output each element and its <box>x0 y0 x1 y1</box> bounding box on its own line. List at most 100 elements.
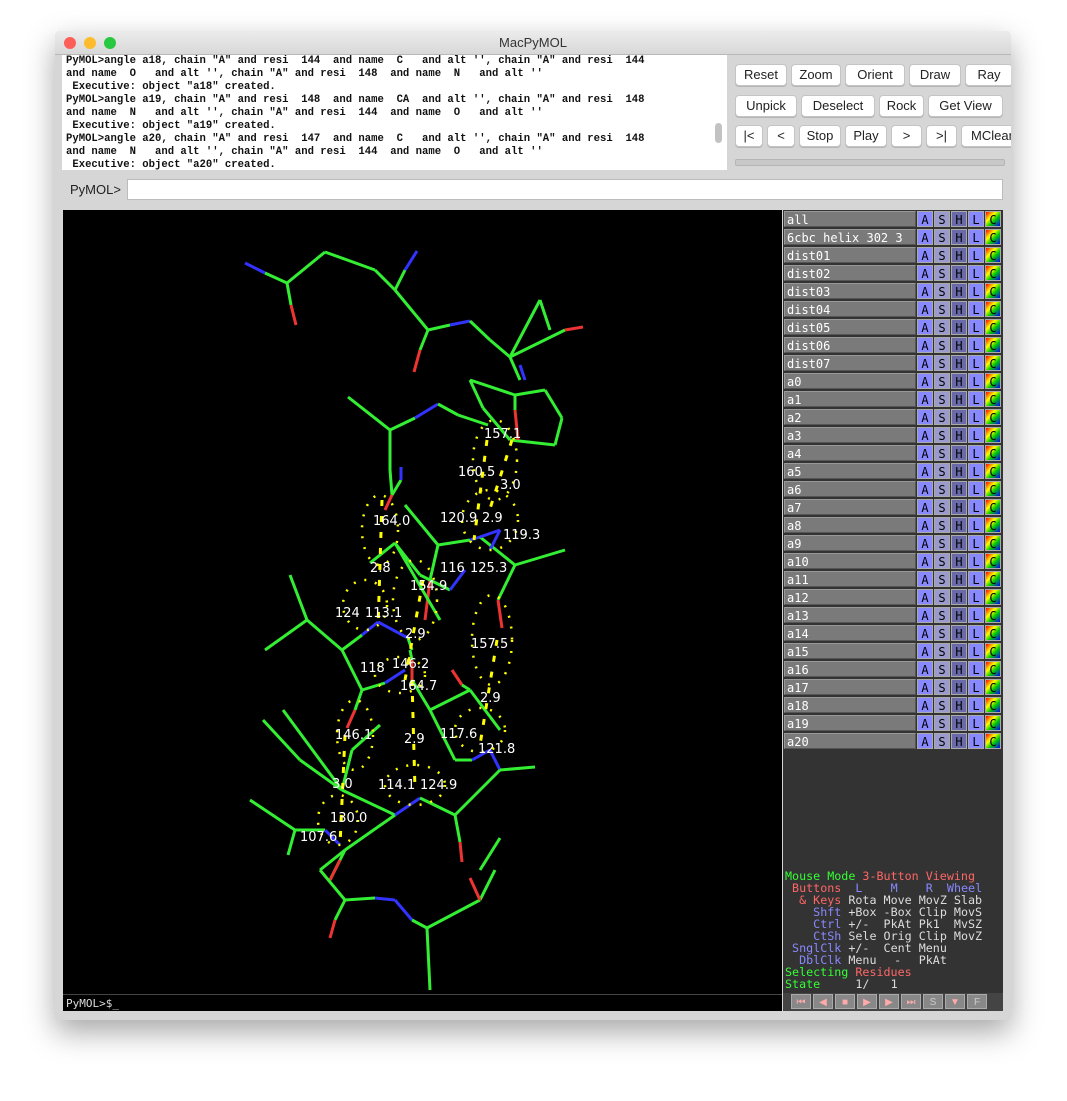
object-name[interactable]: a19 <box>784 715 916 731</box>
object-c-button[interactable]: C <box>985 553 1001 569</box>
button-get-view[interactable]: Get View <box>928 95 1003 117</box>
object-l-button[interactable]: L <box>968 391 984 407</box>
object-a-button[interactable]: A <box>917 733 933 749</box>
object-c-button[interactable]: C <box>985 409 1001 425</box>
object-h-button[interactable]: H <box>951 427 967 443</box>
object-name[interactable]: a2 <box>784 409 916 425</box>
button-deselect[interactable]: Deselect <box>801 95 875 117</box>
object-c-button[interactable]: C <box>985 679 1001 695</box>
object-name[interactable]: a4 <box>784 445 916 461</box>
player-f-button[interactable]: F <box>967 994 987 1009</box>
object-a-button[interactable]: A <box>917 643 933 659</box>
object-s-button[interactable]: S <box>934 589 950 605</box>
object-c-button[interactable]: C <box>985 301 1001 317</box>
object-a-button[interactable]: A <box>917 535 933 551</box>
object-a-button[interactable]: A <box>917 499 933 515</box>
object-l-button[interactable]: L <box>968 247 984 263</box>
object-s-button[interactable]: S <box>934 607 950 623</box>
button-play[interactable]: Play <box>845 125 887 147</box>
object-name[interactable]: a15 <box>784 643 916 659</box>
object-c-button[interactable]: C <box>985 391 1001 407</box>
object-s-button[interactable]: S <box>934 679 950 695</box>
object-l-button[interactable]: L <box>968 733 984 749</box>
object-l-button[interactable]: L <box>968 463 984 479</box>
object-name[interactable]: a0 <box>784 373 916 389</box>
object-c-button[interactable]: C <box>985 535 1001 551</box>
object-name[interactable]: a17 <box>784 679 916 695</box>
object-a-button[interactable]: A <box>917 211 933 227</box>
object-a-button[interactable]: A <box>917 373 933 389</box>
object-c-button[interactable]: C <box>985 247 1001 263</box>
object-a-button[interactable]: A <box>917 589 933 605</box>
object-h-button[interactable]: H <box>951 535 967 551</box>
object-a-button[interactable]: A <box>917 337 933 353</box>
object-l-button[interactable]: L <box>968 589 984 605</box>
object-name[interactable]: a14 <box>784 625 916 641</box>
object-name[interactable]: all <box>784 211 916 227</box>
object-c-button[interactable]: C <box>985 643 1001 659</box>
object-s-button[interactable]: S <box>934 715 950 731</box>
command-input[interactable] <box>127 179 1003 200</box>
object-h-button[interactable]: H <box>951 553 967 569</box>
object-name[interactable]: a3 <box>784 427 916 443</box>
button-stop[interactable]: Stop <box>799 125 841 147</box>
object-l-button[interactable]: L <box>968 427 984 443</box>
object-c-button[interactable]: C <box>985 211 1001 227</box>
player-last-button[interactable]: ⏭ <box>901 994 921 1009</box>
object-s-button[interactable]: S <box>934 697 950 713</box>
object-a-button[interactable]: A <box>917 427 933 443</box>
object-h-button[interactable]: H <box>951 733 967 749</box>
last-frame-button[interactable]: >| <box>926 125 957 147</box>
object-l-button[interactable]: L <box>968 283 984 299</box>
object-s-button[interactable]: S <box>934 355 950 371</box>
player-first-button[interactable]: ⏮ <box>791 994 811 1009</box>
object-a-button[interactable]: A <box>917 661 933 677</box>
object-c-button[interactable]: C <box>985 661 1001 677</box>
object-h-button[interactable]: H <box>951 643 967 659</box>
object-h-button[interactable]: H <box>951 211 967 227</box>
button-unpick[interactable]: Unpick <box>735 95 797 117</box>
object-h-button[interactable]: H <box>951 517 967 533</box>
object-c-button[interactable]: C <box>985 625 1001 641</box>
object-h-button[interactable]: H <box>951 715 967 731</box>
object-s-button[interactable]: S <box>934 265 950 281</box>
object-s-button[interactable]: S <box>934 481 950 497</box>
object-s-button[interactable]: S <box>934 733 950 749</box>
object-l-button[interactable]: L <box>968 661 984 677</box>
object-a-button[interactable]: A <box>917 319 933 335</box>
object-s-button[interactable]: S <box>934 337 950 353</box>
object-l-button[interactable]: L <box>968 373 984 389</box>
object-c-button[interactable]: C <box>985 517 1001 533</box>
object-name[interactable]: dist03 <box>784 283 916 299</box>
object-c-button[interactable]: C <box>985 607 1001 623</box>
button-orient[interactable]: Orient <box>845 64 905 86</box>
object-s-button[interactable]: S <box>934 391 950 407</box>
object-s-button[interactable]: S <box>934 571 950 587</box>
object-l-button[interactable]: L <box>968 301 984 317</box>
object-name[interactable]: dist05 <box>784 319 916 335</box>
object-name[interactable]: 6cbc_helix_302_3 <box>784 229 916 245</box>
first-frame-button[interactable]: |< <box>735 125 763 147</box>
object-a-button[interactable]: A <box>917 553 933 569</box>
object-name[interactable]: a5 <box>784 463 916 479</box>
player-prev-button[interactable]: ◀ <box>813 994 833 1009</box>
3d-viewport[interactable]: 157.1 160.5 3.0 164.0 120.9 2.9 119.3 116 125.3 2… <box>63 210 782 994</box>
prev-frame-button[interactable]: < <box>767 125 795 147</box>
object-name[interactable]: a13 <box>784 607 916 623</box>
object-a-button[interactable]: A <box>917 571 933 587</box>
object-a-button[interactable]: A <box>917 517 933 533</box>
object-h-button[interactable]: H <box>951 571 967 587</box>
object-l-button[interactable]: L <box>968 607 984 623</box>
object-l-button[interactable]: L <box>968 535 984 551</box>
object-c-button[interactable]: C <box>985 265 1001 281</box>
object-h-button[interactable]: H <box>951 355 967 371</box>
player-s-button[interactable]: S <box>923 994 943 1009</box>
object-c-button[interactable]: C <box>985 427 1001 443</box>
object-name[interactable]: dist06 <box>784 337 916 353</box>
object-a-button[interactable]: A <box>917 355 933 371</box>
viewer-prompt[interactable]: PyMOL>$_ <box>63 994 782 1011</box>
object-s-button[interactable]: S <box>934 247 950 263</box>
object-h-button[interactable]: H <box>951 463 967 479</box>
object-name[interactable]: dist04 <box>784 301 916 317</box>
object-h-button[interactable]: H <box>951 661 967 677</box>
